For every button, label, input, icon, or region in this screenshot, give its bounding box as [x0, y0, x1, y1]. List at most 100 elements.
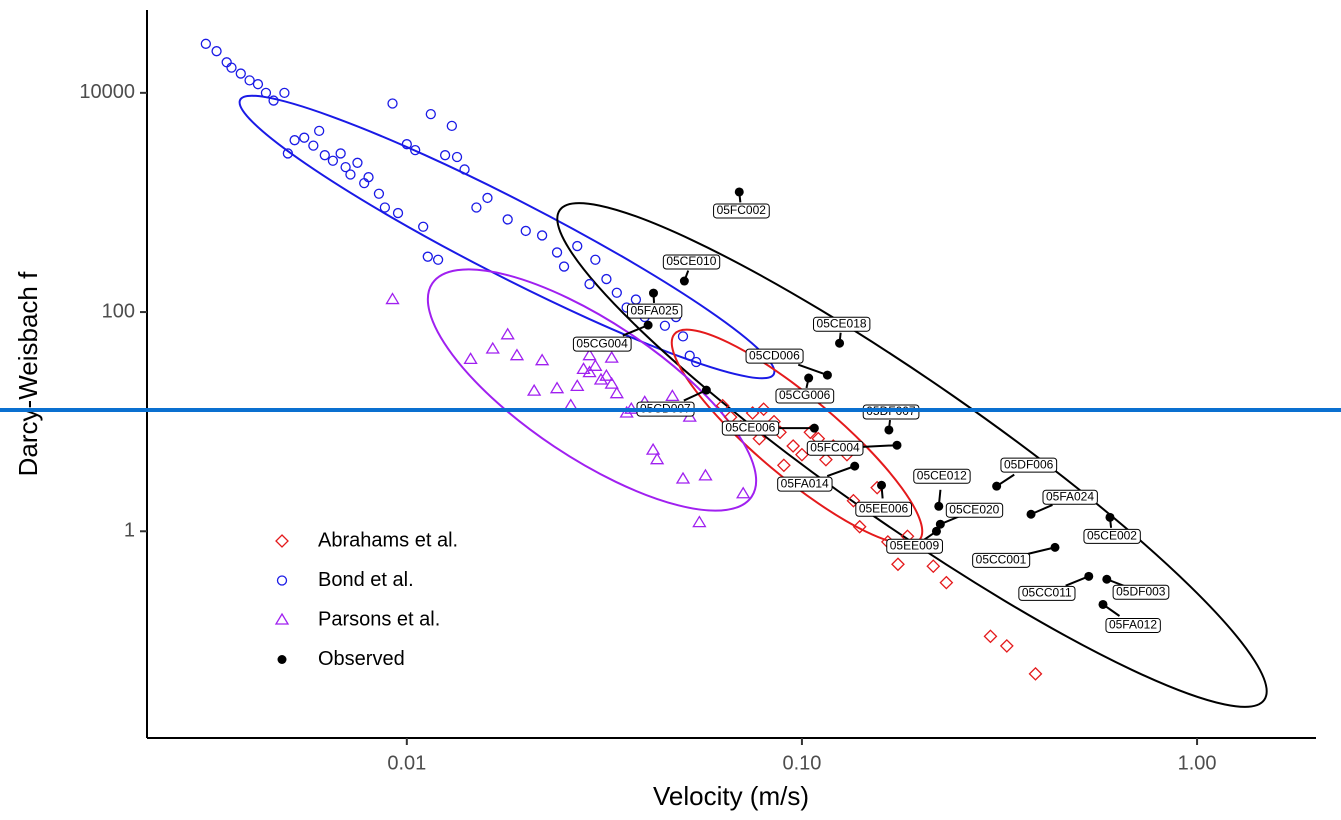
point: [931, 526, 941, 536]
point: [665, 389, 680, 402]
label-box: [1105, 617, 1161, 633]
point: [588, 359, 603, 371]
point: [299, 132, 310, 143]
point: [385, 292, 400, 305]
y-tick-label: 10000: [79, 81, 135, 103]
point-label: 05FA025: [630, 303, 678, 317]
point: [786, 439, 801, 453]
point-label: 05CE010: [666, 254, 716, 268]
leader-line: [862, 444, 898, 448]
point-label: 05CC011: [1022, 586, 1072, 600]
point: [691, 356, 702, 368]
point: [846, 493, 861, 508]
legend-marker: [276, 575, 288, 586]
x-tick-label: 0.10: [782, 752, 821, 774]
point: [418, 221, 429, 232]
point: [549, 381, 565, 394]
point: [582, 348, 597, 361]
point-label: 05EE009: [890, 538, 940, 552]
point: [422, 251, 433, 262]
label-box: [1083, 528, 1141, 544]
point: [877, 480, 887, 490]
label-box: [855, 501, 913, 517]
point: [601, 273, 612, 285]
point: [1028, 666, 1043, 681]
point: [776, 458, 791, 473]
point: [572, 240, 583, 252]
point: [282, 148, 294, 159]
label-box: [886, 538, 943, 554]
ellipse-bond: [238, 94, 776, 380]
point: [1084, 571, 1094, 581]
point: [835, 338, 845, 348]
point: [692, 515, 707, 528]
point: [645, 442, 661, 455]
point: [536, 230, 548, 241]
x-axis-title: Velocity (m/s): [653, 781, 809, 811]
point: [611, 287, 622, 298]
point: [795, 447, 809, 462]
point: [439, 150, 451, 161]
label-box: [745, 348, 804, 364]
point: [684, 350, 695, 361]
point: [675, 471, 691, 484]
point-label: 05CD006: [749, 348, 800, 362]
point: [459, 164, 470, 175]
point-label: 05CC001: [976, 553, 1027, 567]
label-box: [806, 440, 864, 456]
legend-label: Bond et al.: [318, 569, 414, 591]
point: [352, 157, 363, 168]
point: [599, 368, 614, 381]
point: [526, 383, 542, 396]
point: [679, 276, 689, 286]
point: [471, 202, 482, 213]
label-box: [777, 476, 833, 492]
point: [752, 431, 767, 446]
label-box: [813, 316, 871, 332]
point: [226, 62, 237, 73]
point: [308, 140, 319, 151]
point: [500, 327, 515, 340]
point: [451, 151, 463, 163]
point: [593, 372, 609, 385]
point-label: 05CE012: [917, 468, 967, 482]
point: [410, 145, 421, 156]
point: [279, 87, 290, 98]
point: [590, 254, 601, 265]
point-label: 05CE018: [817, 316, 867, 330]
point: [502, 214, 513, 225]
point: [392, 207, 404, 219]
label-box: [1000, 457, 1058, 473]
series: [715, 398, 1043, 681]
point: [244, 75, 255, 86]
point: [482, 192, 493, 204]
point: [756, 402, 771, 417]
label-box: [913, 468, 971, 484]
point: [677, 331, 689, 342]
y-axis-title: Darcy-Weisbach f: [13, 271, 43, 476]
point: [649, 452, 665, 465]
point: [327, 155, 339, 166]
x-tick-label: 0.01: [387, 752, 426, 774]
point: [314, 125, 325, 137]
leader-line: [622, 324, 649, 337]
point: [463, 352, 478, 365]
legend-label: Abrahams et al.: [318, 529, 458, 551]
point: [268, 95, 279, 106]
point: [1105, 512, 1115, 522]
point: [809, 423, 819, 433]
ellipse-abrahams: [670, 328, 924, 546]
point: [850, 461, 860, 471]
y-tick-label: 100: [102, 300, 135, 322]
point: [1050, 542, 1060, 552]
series: [200, 38, 702, 368]
point: [822, 370, 832, 380]
point: [604, 376, 619, 389]
point: [401, 139, 412, 150]
legend-item: Abrahams et al.: [275, 529, 458, 551]
label-box: [775, 388, 835, 404]
point: [363, 172, 374, 183]
point: [892, 440, 902, 450]
